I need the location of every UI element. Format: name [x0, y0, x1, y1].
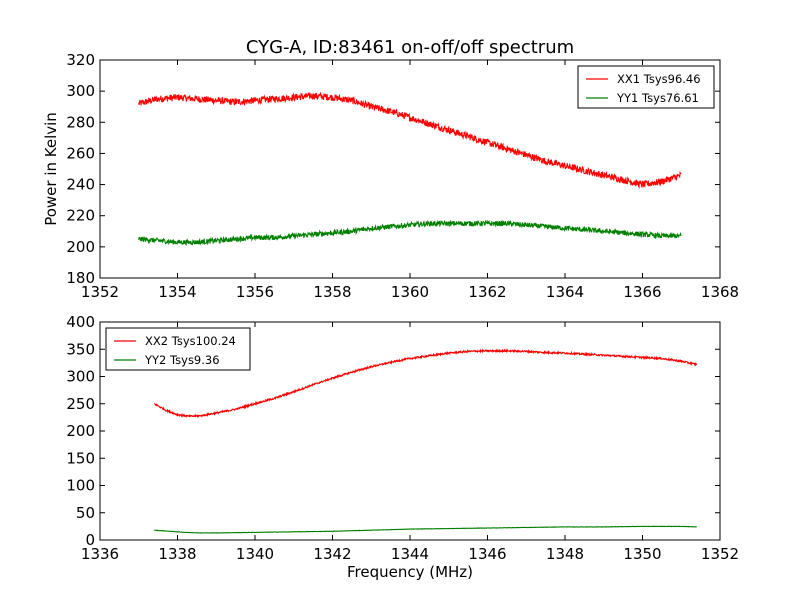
legend-label: XX2 Tsys100.24 — [145, 334, 236, 348]
y-tick-label: 250 — [66, 395, 95, 413]
x-tick-label: 1344 — [391, 545, 429, 563]
x-tick-label: 1368 — [701, 283, 739, 301]
x-tick-label: 1360 — [391, 283, 429, 301]
x-tick-label: 1358 — [313, 283, 351, 301]
x-tick-label: 1348 — [546, 545, 584, 563]
x-tick-label: 1352 — [701, 545, 739, 563]
top-chart-panel: 1352 1354 1356 1358 1360 1362 1364 1366 1368 180 2… — [42, 51, 739, 301]
x-tick-label: 1336 — [81, 545, 119, 563]
x-tick-label: 1364 — [546, 283, 584, 301]
y-tick-label: 180 — [66, 269, 95, 287]
y-tick-label: 220 — [66, 207, 95, 225]
y-tick-label: 280 — [66, 113, 95, 131]
y-tick-label: 240 — [66, 176, 95, 194]
y-tick-label: 200 — [66, 422, 95, 440]
series-line-1-0 — [154, 348, 698, 419]
x-tick-label: 1338 — [158, 545, 196, 563]
legend: XX1 Tsys96.46 YY1 Tsys76.61 — [577, 65, 715, 109]
series-line-0-1 — [138, 219, 682, 247]
legend-label: YY2 Tsys9.36 — [144, 353, 220, 367]
x-tick-label: 1342 — [313, 545, 351, 563]
y-tick-label: 400 — [66, 313, 95, 331]
x-tick-label: 1354 — [158, 283, 196, 301]
y-tick-label: 320 — [66, 51, 95, 69]
x-tick-label: 1356 — [236, 283, 274, 301]
x-tick-label: 1362 — [468, 283, 506, 301]
x-tick-label: 1346 — [468, 545, 506, 563]
y-tick-label: 300 — [66, 82, 95, 100]
legend: XX2 Tsys100.24 YY2 Tsys9.36 — [105, 327, 251, 371]
x-tick-label: 1350 — [623, 545, 661, 563]
y-tick-label: 300 — [66, 368, 95, 386]
chart-title: CYG-A, ID:83461 on-off/off spectrum — [246, 37, 574, 58]
y-tick-label: 0 — [85, 531, 95, 549]
x-tick-label: 1352 — [81, 283, 119, 301]
y-tick-label: 50 — [76, 504, 95, 522]
bottom-chart-panel: 1336 1338 1340 1342 1344 1346 1348 1350 1352 0 50 1… — [66, 313, 739, 581]
y-tick-label: 350 — [66, 340, 95, 358]
x-tick-label: 1340 — [236, 545, 274, 563]
y-tick-label: 100 — [66, 477, 95, 495]
legend-label: XX1 Tsys96.46 — [617, 72, 701, 86]
legend-label: YY1 Tsys76.61 — [616, 91, 699, 105]
y-tick-label: 260 — [66, 144, 95, 162]
y-tick-label: 200 — [66, 238, 95, 256]
series-line-0-0 — [138, 91, 682, 190]
legend-box — [105, 327, 251, 371]
x-tick-label: 1366 — [623, 283, 661, 301]
x-axis-label: Frequency (MHz) — [347, 563, 473, 581]
y-tick-label: 150 — [66, 449, 95, 467]
legend-box — [577, 65, 715, 109]
series-line-1-1 — [153, 525, 697, 534]
y-axis-label: Power in Kelvin — [42, 112, 60, 226]
